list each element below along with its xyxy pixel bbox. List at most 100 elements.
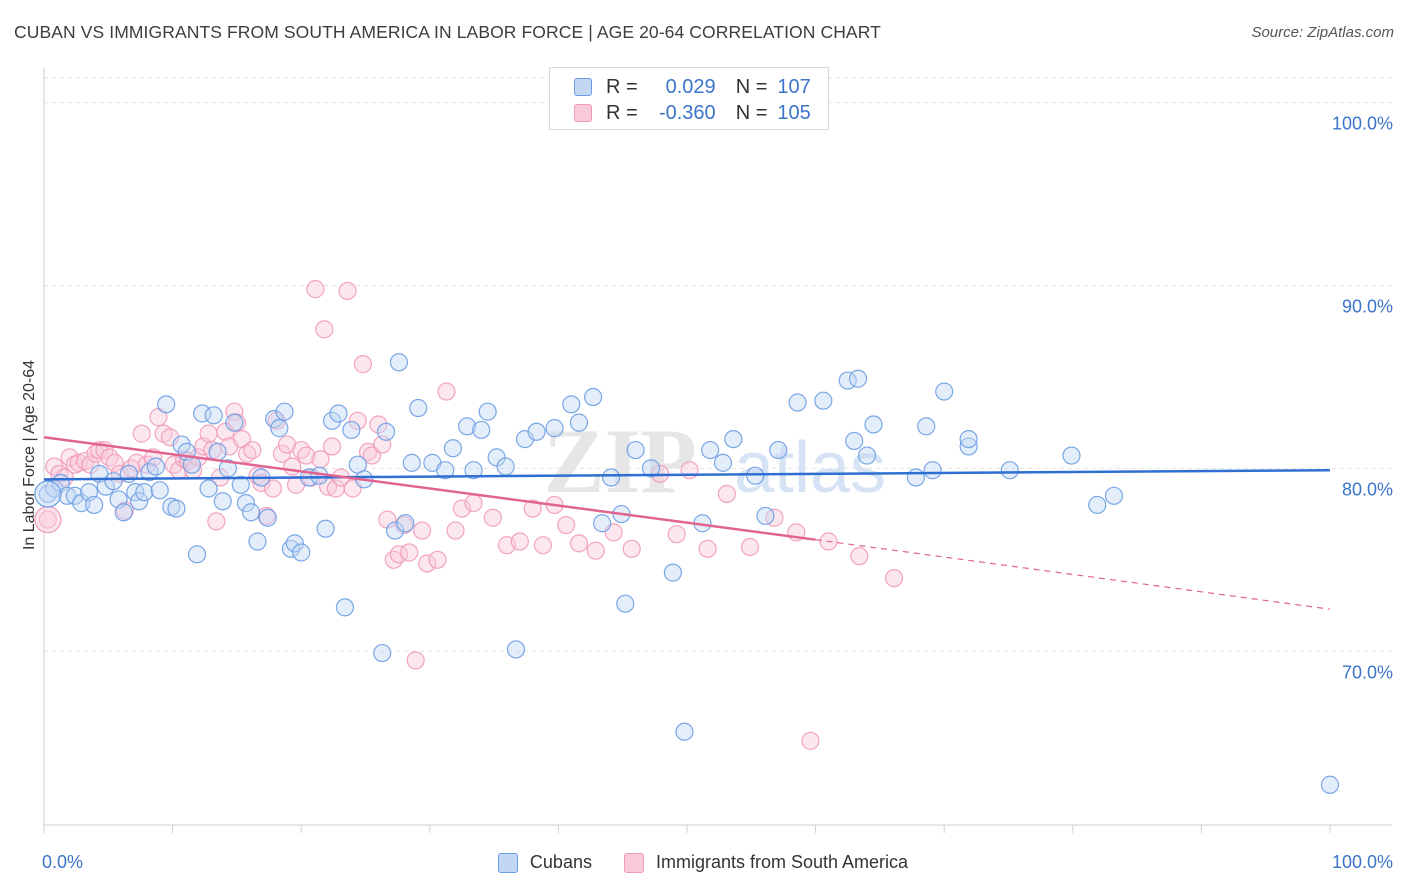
data-point-south-america xyxy=(137,455,156,474)
data-point-cuban xyxy=(335,598,355,617)
chart-title: CUBAN VS IMMIGRANTS FROM SOUTH AMERICA I… xyxy=(14,22,881,42)
data-point-cuban xyxy=(236,494,256,513)
data-point-cuban xyxy=(241,503,261,522)
data-point-cuban xyxy=(641,459,661,478)
data-point-cuban xyxy=(265,409,284,429)
data-point-cuban xyxy=(150,481,169,500)
y-tick-label: 80.0% xyxy=(1342,479,1393,499)
data-point-south-america xyxy=(292,440,311,460)
data-point-cuban xyxy=(316,519,335,538)
trend-line-south-america-extension xyxy=(815,539,1331,610)
data-point-south-america xyxy=(297,446,316,465)
data-point-cuban xyxy=(626,440,645,460)
stats-row-south-america: R = -0.360 N = 105 xyxy=(574,100,811,126)
data-point-cuban xyxy=(917,417,936,436)
data-point-south-america xyxy=(105,453,124,472)
data-point-south-america xyxy=(315,320,334,339)
n-label: N = xyxy=(735,75,768,98)
data-point-cuban xyxy=(857,446,877,465)
data-point-cuban xyxy=(593,514,612,533)
data-point-south-america xyxy=(353,355,373,374)
trend-line-cubans xyxy=(43,468,1331,481)
data-point-cuban xyxy=(285,534,304,553)
data-point-south-america xyxy=(483,508,502,527)
data-point-south-america xyxy=(338,281,357,301)
data-point-cuban xyxy=(746,466,765,485)
y-tick-labels: 70.0% 80.0% 90.0% 100.0% xyxy=(1332,114,1393,683)
data-point-south-america xyxy=(69,453,88,472)
data-point-cuban xyxy=(204,406,223,425)
data-point-cuban xyxy=(157,395,176,414)
data-point-south-america xyxy=(464,494,483,513)
data-point-cuban xyxy=(756,506,775,526)
data-point-south-america xyxy=(34,505,62,534)
data-point-cuban xyxy=(584,387,603,407)
data-point-south-america xyxy=(277,435,297,454)
data-point-cuban xyxy=(104,472,123,491)
legend-item-south-america[interactable]: Immigrants from South America xyxy=(623,852,909,873)
cubans-swatch xyxy=(497,852,518,873)
data-point-cuban xyxy=(389,353,409,372)
data-point-cuban xyxy=(135,483,154,502)
data-point-cuban xyxy=(769,440,788,460)
data-point-cuban xyxy=(292,543,311,562)
data-point-south-america xyxy=(698,539,717,558)
data-point-cuban xyxy=(675,722,694,741)
data-point-south-america xyxy=(406,651,425,670)
data-point-cuban xyxy=(701,440,720,460)
x-tick-label-min: 0.0% xyxy=(42,852,84,872)
data-point-south-america xyxy=(884,568,904,588)
data-point-cuban xyxy=(85,495,104,515)
source-label: Source: ZipAtlas.com xyxy=(1251,24,1394,41)
south-america-swatch xyxy=(574,104,592,122)
data-point-cuban xyxy=(130,492,149,511)
r-value: 0.029 xyxy=(665,75,716,98)
data-point-cuban xyxy=(231,475,250,494)
data-point-south-america xyxy=(569,534,589,553)
data-point-cuban xyxy=(258,508,277,527)
data-point-cuban xyxy=(906,468,926,487)
stats-legend: R = 0.029 N = 107 R = -0.360 N = 105 xyxy=(549,67,829,130)
data-point-cuban xyxy=(402,453,421,472)
data-point-cuban xyxy=(496,457,515,476)
data-point-cuban xyxy=(713,453,733,472)
data-point-cuban xyxy=(225,413,244,432)
data-point-cuban xyxy=(193,404,212,423)
south-america-swatch xyxy=(623,852,644,873)
data-point-cuban xyxy=(1062,446,1081,465)
series-south-america xyxy=(34,280,904,750)
r-label: R = xyxy=(606,101,638,124)
data-point-cuban xyxy=(373,643,392,663)
data-point-cuban xyxy=(724,429,743,449)
legend-item-cubans[interactable]: Cubans xyxy=(497,852,592,873)
data-point-south-america xyxy=(263,479,283,498)
data-point-south-america xyxy=(510,532,529,551)
data-point-cuban xyxy=(959,429,978,449)
data-point-cuban xyxy=(443,439,463,458)
data-point-cuban xyxy=(342,420,361,440)
data-point-cuban xyxy=(208,442,227,462)
data-point-cuban xyxy=(864,415,883,434)
grid xyxy=(44,77,1392,652)
series-cubans xyxy=(34,353,1340,794)
legend-label-south-america: Immigrants from South America xyxy=(655,852,909,872)
data-point-cuban xyxy=(506,640,526,659)
data-point-south-america xyxy=(523,499,542,518)
data-point-south-america xyxy=(437,382,456,401)
data-point-south-america xyxy=(557,515,576,535)
data-point-cuban xyxy=(65,486,84,505)
data-point-cuban xyxy=(788,393,807,412)
stats-row-cubans: R = 0.029 N = 107 xyxy=(574,74,811,100)
data-point-south-america xyxy=(207,512,226,531)
data-point-cuban xyxy=(1320,775,1340,794)
data-point-cuban xyxy=(376,422,396,441)
cubans-swatch xyxy=(574,78,592,96)
data-point-south-america xyxy=(283,457,302,476)
data-point-cuban xyxy=(457,417,477,436)
data-point-cuban xyxy=(569,413,589,432)
data-point-south-america xyxy=(850,547,869,566)
data-point-south-america xyxy=(348,411,367,430)
data-point-cuban xyxy=(1088,495,1107,515)
data-point-cuban xyxy=(923,461,942,480)
